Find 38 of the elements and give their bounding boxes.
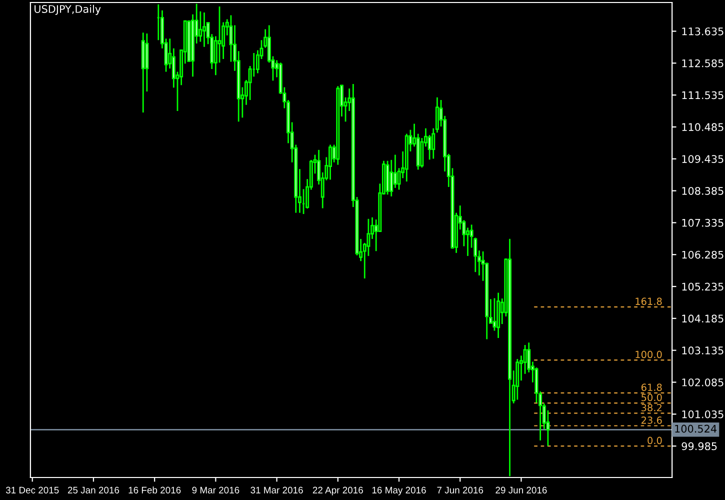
y-tick-label: 105.235 [682, 282, 724, 291]
x-tick-label: 31 Mar 2016 [250, 486, 303, 494]
y-tick-label: 111.535 [682, 91, 724, 100]
y-tick-label: 113.635 [682, 27, 724, 36]
ref-line-label: 100.524 [675, 424, 716, 433]
y-tick-label: 108.385 [682, 186, 724, 195]
x-tick-label: 7 Jun 2016 [437, 486, 484, 494]
annotation: 100.0 [636, 350, 662, 358]
x-tick-label: 16 May 2016 [372, 486, 426, 496]
annotation: 50.0 [642, 394, 662, 402]
y-tick-label: 112.585 [682, 59, 724, 68]
y-tick-label: 107.335 [682, 218, 724, 227]
x-tick-label: 22 Apr 2016 [312, 486, 363, 496]
y-tick-label: 99.985 [682, 442, 717, 450]
chart-title: USDJPY,Daily [34, 4, 101, 15]
y-tick-label: 106.285 [682, 250, 724, 259]
candlestick [492, 298, 496, 332]
x-tick-label: 25 Jan 2016 [68, 486, 120, 494]
candlestick [218, 6, 222, 64]
y-tick-label: 104.185 [682, 314, 724, 323]
annotation: 61.8 [641, 384, 662, 392]
x-tick-label: 29 Jun 2016 [496, 486, 547, 494]
candlestick [393, 154, 397, 189]
x-tick-label: 31 Dec 2015 [6, 486, 59, 494]
annotation: 38.2 [642, 404, 662, 412]
x-tick-label: 9 Mar 2016 [192, 486, 240, 494]
candlestick [390, 159, 394, 198]
annotation: 23.6 [642, 416, 662, 424]
candlestick [202, 12, 206, 48]
y-tick-label: 109.435 [682, 155, 724, 163]
candlestick [328, 144, 332, 180]
x-tick-label: 16 Feb 2016 [128, 486, 181, 494]
y-tick-label: 110.485 [682, 123, 724, 132]
y-tick-label: 102.085 [682, 378, 724, 386]
y-tick-label: 101.035 [682, 410, 724, 418]
y-tick-label: 103.135 [682, 346, 724, 354]
annotation: 0.0 [648, 436, 662, 444]
annotation: 161.8 [636, 298, 662, 306]
